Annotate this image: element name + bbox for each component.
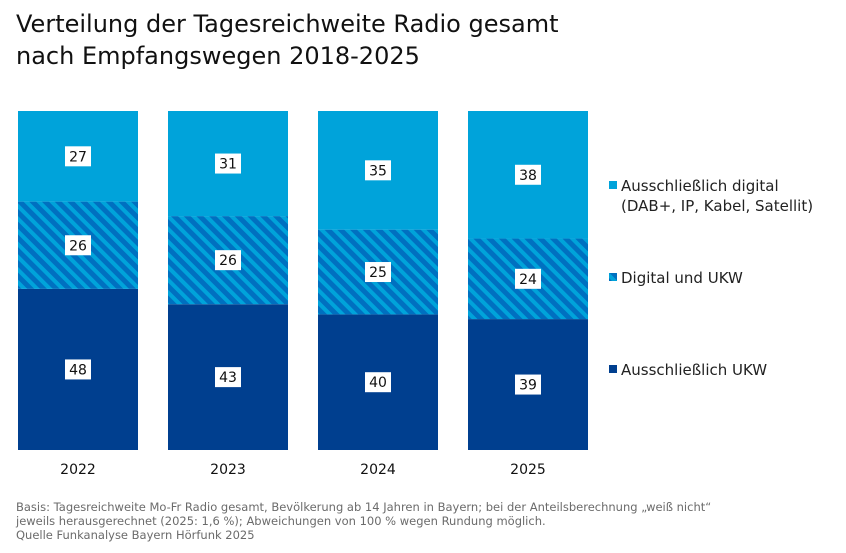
- x-axis-labels: 2022 2023 2024 2025: [60, 462, 546, 478]
- data-label-box: [365, 160, 391, 181]
- footnote-line3: Quelle Funkanalyse Bayern Hörfunk 2025: [16, 528, 255, 542]
- legend-swatch: [609, 273, 617, 281]
- data-label: 27: [69, 149, 87, 165]
- data-label: 31: [219, 157, 237, 173]
- data-label: 25: [369, 265, 387, 281]
- x-tick-label: 2023: [210, 462, 246, 478]
- data-label-box: [515, 268, 541, 289]
- chart-title: Verteilung der Tagesreichweite Radio ges…: [16, 8, 559, 72]
- legend: Ausschließlich digital (DAB+, IP, Kabel, …: [609, 177, 813, 379]
- data-label: 26: [69, 238, 87, 254]
- data-label-box: [65, 146, 91, 167]
- data-label: 39: [519, 378, 537, 394]
- data-label: 40: [369, 375, 387, 391]
- data-label: 43: [219, 370, 237, 386]
- chart-title-line1: Verteilung der Tagesreichweite Radio ges…: [16, 10, 559, 38]
- data-label-box: [65, 359, 91, 380]
- data-label-box: [215, 367, 241, 388]
- x-tick-label: 2022: [60, 462, 96, 478]
- data-label: 26: [219, 253, 237, 269]
- chart-title-line2: nach Empfangswegen 2018-2025: [16, 42, 420, 70]
- data-label: 35: [369, 163, 387, 179]
- legend-swatch: [609, 365, 617, 373]
- data-label-box: [65, 235, 91, 256]
- legend-label: Digital und UKW: [621, 269, 743, 287]
- footnote-line1: Basis: Tagesreichweite Mo-Fr Radio gesam…: [16, 500, 712, 514]
- data-label-box: [365, 262, 391, 283]
- legend-label: Ausschließlich digital: [621, 177, 779, 195]
- footnote: Basis: Tagesreichweite Mo-Fr Radio gesam…: [16, 500, 711, 542]
- data-label: 38: [519, 168, 537, 184]
- data-label-box: [515, 374, 541, 395]
- data-label-box: [515, 164, 541, 185]
- data-label: 24: [519, 272, 537, 288]
- legend-label: (DAB+, IP, Kabel, Satellit): [621, 197, 813, 215]
- x-tick-label: 2024: [360, 462, 396, 478]
- bars-group: 48 26 27 43 26 31 40 25 35 39 24 38: [18, 111, 588, 450]
- data-label-box: [215, 153, 241, 174]
- legend-label: Ausschließlich UKW: [621, 361, 767, 379]
- x-tick-label: 2025: [510, 462, 546, 478]
- legend-swatch: [609, 181, 617, 189]
- footnote-line2: jeweils herausgerechnet (2025: 1,6 %); A…: [16, 514, 546, 528]
- data-label-box: [365, 372, 391, 393]
- data-label: 48: [69, 362, 87, 378]
- data-label-box: [215, 250, 241, 271]
